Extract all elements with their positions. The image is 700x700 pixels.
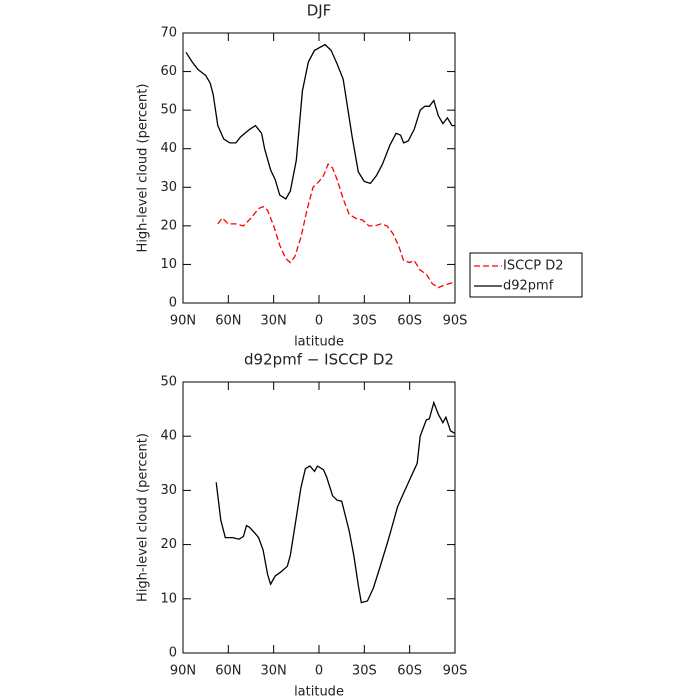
x-tick-label: 90S xyxy=(443,664,468,679)
y-tick-label: 0 xyxy=(169,296,177,311)
x-tick-label: 30S xyxy=(352,314,377,329)
x-tick-label: 60S xyxy=(397,664,422,679)
legend-label: ISCCP D2 xyxy=(503,259,564,274)
y-tick-label: 40 xyxy=(160,141,177,156)
x-tick-label: 90S xyxy=(443,314,468,329)
data-line xyxy=(215,400,456,604)
x-tick-label: 0 xyxy=(315,314,323,329)
data-line xyxy=(217,163,456,289)
y-tick-label: 10 xyxy=(160,257,177,272)
y-tick-label: 20 xyxy=(160,218,177,233)
x-tick-label: 30S xyxy=(352,664,377,679)
x-tick-label: 0 xyxy=(315,664,323,679)
chart-title: d92pmf − ISCCP D2 xyxy=(244,351,394,369)
data-line xyxy=(185,43,455,200)
y-tick-label: 30 xyxy=(160,483,177,498)
y-tick-label: 50 xyxy=(160,375,177,390)
y-axis-label: High-level cloud (percent) xyxy=(136,433,151,602)
legend-label: d92pmf xyxy=(503,279,554,294)
y-tick-label: 10 xyxy=(160,591,177,606)
y-axis-label: High-level cloud (percent) xyxy=(136,84,151,253)
y-tick-label: 40 xyxy=(160,429,177,444)
y-tick-label: 30 xyxy=(160,180,177,195)
x-tick-label: 60N xyxy=(215,664,241,679)
chart-title: DJF xyxy=(307,2,332,20)
plot-frame xyxy=(182,381,456,654)
y-tick-label: 50 xyxy=(160,103,177,118)
x-tick-label: 60N xyxy=(215,314,241,329)
x-tick-label: 90N xyxy=(170,314,196,329)
y-tick-label: 20 xyxy=(160,537,177,552)
y-tick-label: 70 xyxy=(160,26,177,41)
plot-frame xyxy=(182,32,456,304)
x-tick-label: 30N xyxy=(261,664,287,679)
x-axis-label: latitude xyxy=(294,685,344,700)
y-tick-label: 60 xyxy=(160,64,177,79)
x-axis-label: latitude xyxy=(294,335,344,350)
x-tick-label: 30N xyxy=(261,314,287,329)
x-tick-label: 60S xyxy=(397,314,422,329)
x-tick-label: 90N xyxy=(170,664,196,679)
y-tick-label: 0 xyxy=(169,646,177,661)
legend-box xyxy=(469,252,583,298)
